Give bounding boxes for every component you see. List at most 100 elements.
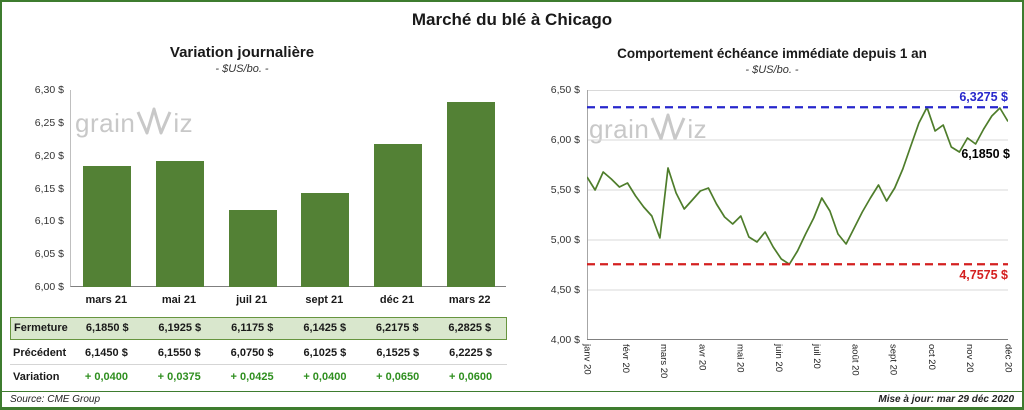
grainwiz-watermark: grain iz — [75, 106, 193, 139]
bar-category-label: mai 21 — [161, 294, 197, 306]
bar-chart-y-axis: 6,30 $ 6,25 $ 6,20 $ 6,15 $ 6,10 $ 6,05 $ 6,00… — [16, 84, 64, 293]
bar-category-label: mars 22 — [448, 294, 491, 306]
table-cell: + 0,0375 — [157, 371, 201, 383]
month-label: juil 20 — [811, 344, 823, 369]
table-row-précédent: Précédent 6,1450 $ 6,1550 $ 6,0750 $ 6,1025 … — [10, 342, 507, 365]
table-row-label: Fermeture — [14, 322, 68, 334]
bar-category-label: déc 21 — [379, 294, 415, 306]
bar-chart-title: Variation journalière — [169, 44, 315, 61]
last-price-label: 6,1850 $ — [961, 147, 1010, 161]
line-y-tick-label: 5,50 $ — [550, 184, 580, 196]
line-chart-x-axis: janv 20 févr 20 mars 20 avr 20 mai 20 juin 20… — [582, 344, 1014, 390]
max-price-label: 6,3275 $ — [959, 90, 1008, 105]
table-cell: 6,2175 $ — [375, 322, 419, 334]
table-row-variation: Variation + 0,0400 + 0,0375 + 0,0425 + 0,040… — [10, 366, 507, 389]
min-price-label: 4,7575 $ — [959, 268, 1008, 283]
price-line-chart — [587, 90, 1008, 340]
table-cell: 6,1450 $ — [85, 347, 128, 359]
line-x-tick-label: août 20 — [848, 344, 862, 390]
price-table: Fermeture 6,1850 $ 6,1925 $ 6,1175 $ 6,1425 … — [10, 317, 507, 389]
table-row-label: Variation — [13, 371, 60, 383]
month-label: mai 20 — [734, 344, 746, 373]
line-x-tick-label: janv 20 — [580, 344, 594, 390]
updated-label: Mise à jour: mar 29 déc 2020 — [878, 394, 1014, 405]
month-label: déc 20 — [1002, 344, 1014, 373]
table-cell: + 0,0400 — [303, 371, 347, 383]
line-y-tick-label: 5,00 $ — [550, 234, 580, 246]
line-chart-plot-area: grain iz — [587, 90, 1008, 340]
line-x-tick-label: nov 20 — [963, 344, 977, 390]
grainwiz-watermark: grain iz — [589, 112, 707, 145]
line-x-tick-label: juil 20 — [810, 344, 824, 390]
table-cell: 6,0750 $ — [230, 347, 274, 359]
month-label: avr 20 — [696, 344, 708, 371]
bar-mars-22 — [446, 101, 495, 287]
month-label: oct 20 — [926, 344, 937, 370]
line-x-tick-label: mai 20 — [733, 344, 747, 390]
table-cell: + 0,0600 — [448, 371, 493, 383]
line-x-tick-label: sept 20 — [886, 344, 900, 390]
month-label: juin 20 — [772, 344, 784, 372]
bar-category-label: mars 21 — [85, 294, 128, 306]
watermark-text-iz: iz — [687, 114, 708, 144]
bar-y-tick-label: 6,10 $ — [34, 215, 64, 228]
table-cell: 6,1925 $ — [158, 322, 202, 334]
bar-mars-21 — [83, 165, 132, 287]
line-y-tick-label: 6,50 $ — [550, 84, 580, 96]
bar-juil-21 — [228, 209, 277, 287]
bar-y-tick-label: 6,15 $ — [34, 182, 64, 195]
month-label: mars 20 — [658, 344, 669, 379]
watermark-text-grain: grain — [589, 114, 650, 144]
line-chart-subtitle: - $US/bo. - — [745, 64, 799, 76]
bar-category-label: juil 21 — [236, 294, 268, 306]
month-label: janv 20 — [581, 344, 593, 375]
line-x-tick-label: mars 20 — [657, 344, 671, 390]
footer: Source: CME Group Mise à jour: mar 29 dé… — [2, 391, 1022, 407]
bar-déc-21 — [374, 144, 422, 287]
bar-mai-21 — [156, 160, 204, 287]
front-month-price-line — [587, 106, 1008, 266]
line-chart-title: Comportement échéance immédiate depuis 1… — [617, 46, 927, 61]
month-label: nov 20 — [964, 344, 976, 373]
table-cell: 6,1025 $ — [303, 347, 347, 359]
table-cell: 6,1525 $ — [376, 347, 420, 359]
table-row-label: Précédent — [13, 347, 67, 359]
bar-y-tick-label: 6,00 $ — [34, 281, 64, 293]
bar-y-tick-label: 6,25 $ — [34, 116, 64, 129]
watermark-text-iz: iz — [173, 108, 194, 138]
bar-chart-plot-area: grain iz — [70, 90, 506, 287]
line-y-tick-label: 6,00 $ — [550, 134, 580, 146]
bar-y-tick-label: 6,05 $ — [34, 248, 64, 261]
grainwiz-logo-w-icon — [650, 113, 686, 141]
table-cell: 6,1850 $ — [85, 322, 129, 334]
table-cell: 6,1175 $ — [231, 322, 274, 334]
line-y-tick-label: 4,50 $ — [550, 284, 580, 296]
line-x-tick-label: oct 20 — [925, 344, 939, 390]
line-y-tick-label: 4,00 $ — [550, 334, 580, 346]
month-label: févr 20 — [619, 344, 631, 374]
line-x-tick-label: avr 20 — [695, 344, 709, 390]
line-x-tick-label: déc 20 — [1001, 344, 1015, 390]
source-label: Source: CME Group — [10, 394, 101, 405]
table-cell: + 0,0400 — [84, 371, 128, 383]
bar-chart-x-axis: mars 21 mai 21 juil 21 sept 21 déc 21 mars 22 — [70, 294, 506, 308]
bar-sept-21 — [301, 193, 350, 287]
table-cell: 6,2225 $ — [449, 347, 492, 359]
bar-y-tick-label: 6,30 $ — [34, 84, 64, 96]
watermark-text-grain: grain — [75, 108, 136, 138]
line-x-tick-label: juin 20 — [771, 344, 785, 390]
month-label: août 20 — [849, 344, 861, 376]
line-chart-y-axis: 6,50 $ 6,00 $ 5,50 $ 5,00 $ 4,50 $ 4,00 $ — [534, 84, 580, 346]
bar-category-label: sept 21 — [305, 294, 344, 306]
table-cell: 6,2825 $ — [448, 322, 492, 334]
table-cell: 6,1425 $ — [303, 322, 347, 334]
bar-chart-subtitle: - $US/bo. - — [215, 63, 269, 75]
table-cell: + 0,0425 — [230, 371, 274, 383]
page-title: Marché du blé à Chicago — [411, 10, 613, 29]
bar-y-tick-label: 6,20 $ — [34, 149, 64, 162]
table-cell: 6,1550 $ — [157, 347, 201, 359]
table-cell: + 0,0650 — [376, 371, 420, 383]
grainwiz-logo-w-icon — [136, 107, 172, 135]
table-row-fermeture: Fermeture 6,1850 $ 6,1925 $ 6,1175 $ 6,1425 … — [10, 317, 507, 340]
